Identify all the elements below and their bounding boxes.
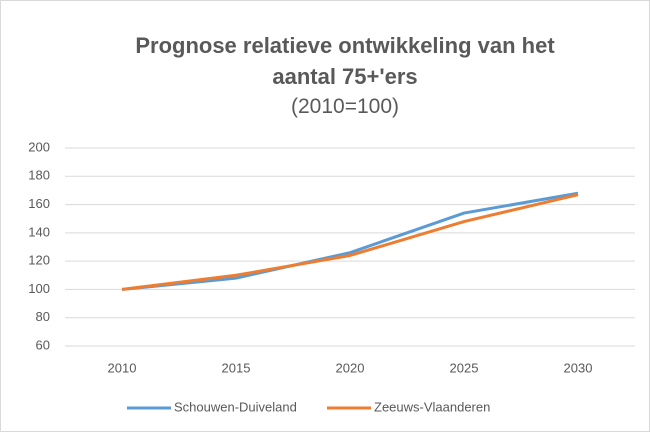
chart-subtitle: (2010=100) <box>290 95 399 118</box>
y-tick-label: 160 <box>28 196 50 211</box>
chart-title: Prognose relatieve ontwikkeling van het … <box>135 33 555 89</box>
x-tick-label: 2030 <box>564 360 593 375</box>
legend-label: Zeeuws-Vlaanderen <box>374 399 490 414</box>
y-tick-label: 80 <box>36 309 50 324</box>
series-line <box>121 191 579 291</box>
y-tick-label: 180 <box>28 168 50 183</box>
x-tick-label: 2020 <box>336 360 365 375</box>
y-tick-label: 140 <box>28 224 50 239</box>
x-tick-label: 2010 <box>108 360 137 375</box>
x-tick-label: 2025 <box>450 360 479 375</box>
y-tick-label: 120 <box>28 253 50 268</box>
series-line <box>121 193 579 291</box>
legend-label: Schouwen-Duiveland <box>174 399 297 414</box>
y-tick-label: 60 <box>36 337 50 352</box>
titles: Prognose relatieve ontwikkeling van het … <box>105 30 585 122</box>
x-tick-label: 2015 <box>222 360 251 375</box>
y-tick-label: 100 <box>28 281 50 296</box>
y-tick-label: 200 <box>28 139 50 154</box>
